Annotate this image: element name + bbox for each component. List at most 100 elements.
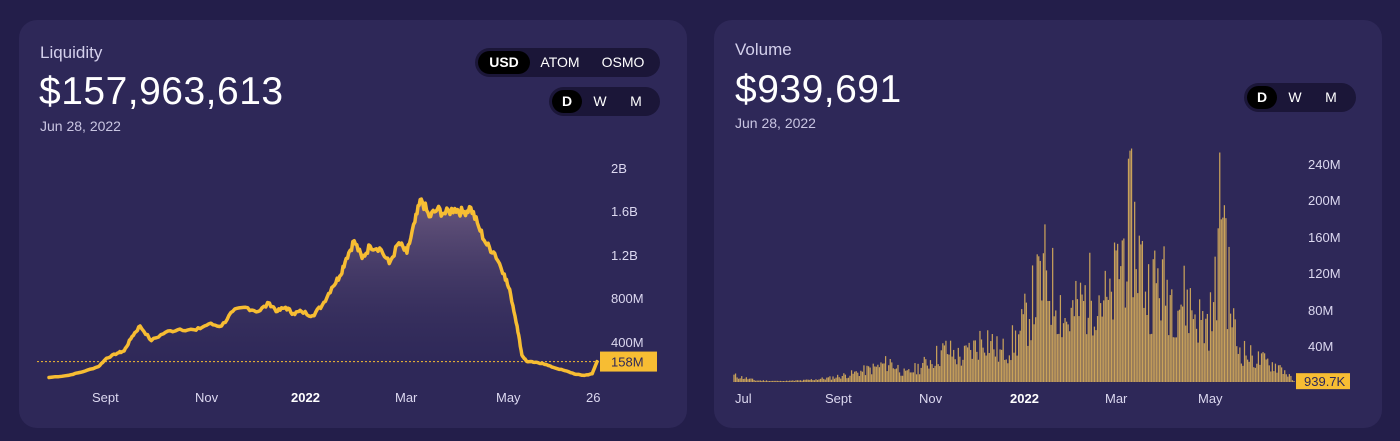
currency-osmo-button[interactable]: OSMO bbox=[601, 54, 645, 70]
volume-bar bbox=[1084, 285, 1086, 382]
volume-bar bbox=[900, 375, 902, 382]
volume-bar bbox=[1050, 324, 1052, 382]
currency-atom-button[interactable]: ATOM bbox=[540, 54, 580, 70]
liquidity-range-month-button[interactable]: M bbox=[630, 93, 642, 109]
volume-bar bbox=[1113, 242, 1116, 382]
volume-bar bbox=[1226, 329, 1229, 382]
volume-bar bbox=[953, 349, 955, 382]
volume-bar bbox=[744, 378, 746, 382]
volume-bar bbox=[1130, 148, 1133, 382]
volume-bar bbox=[801, 380, 803, 382]
volume-bar bbox=[833, 378, 836, 382]
volume-bar bbox=[1279, 365, 1281, 382]
volume-bar bbox=[820, 378, 822, 382]
volume-bar bbox=[847, 377, 850, 382]
volume-bar bbox=[917, 363, 919, 382]
volume-bar bbox=[815, 379, 817, 382]
volume-bar bbox=[1257, 351, 1260, 382]
volume-bar bbox=[869, 367, 871, 382]
liquidity-current-value-marker bbox=[600, 351, 657, 372]
liquidity-chart: 158M 400M 800M 1.2B 1.6B 2B Sept Nov 202… bbox=[37, 161, 657, 405]
volume-bar bbox=[1164, 305, 1167, 382]
liquidity-range-week-button[interactable]: W bbox=[593, 93, 607, 109]
volume-bar bbox=[759, 380, 761, 382]
volume-bar bbox=[782, 381, 785, 382]
volume-bar bbox=[1199, 299, 1201, 382]
volume-bar bbox=[908, 369, 910, 382]
volume-bar bbox=[1208, 350, 1210, 382]
liquidity-panel: Liquidity $157,963,613 Jun 28, 2022 USD … bbox=[19, 20, 687, 428]
volume-bar bbox=[1200, 319, 1202, 382]
volume-bar bbox=[943, 345, 946, 382]
volume-bar bbox=[1260, 353, 1263, 382]
volume-range-month-button[interactable]: M bbox=[1325, 89, 1337, 105]
volume-y-tick: 80M bbox=[1308, 303, 1333, 318]
volume-bar bbox=[844, 374, 846, 382]
volume-bar bbox=[1059, 295, 1062, 382]
volume-x-tick: May bbox=[1198, 391, 1223, 406]
liquidity-x-tick: 26 bbox=[586, 390, 600, 405]
volume-range-week-button[interactable]: W bbox=[1288, 89, 1302, 105]
volume-bar bbox=[996, 336, 998, 382]
volume-bar bbox=[1166, 279, 1168, 382]
volume-bar bbox=[968, 342, 970, 382]
volume-bar bbox=[1018, 334, 1020, 382]
volume-bar bbox=[1024, 293, 1026, 382]
volume-bar bbox=[1109, 278, 1111, 382]
volume-bar bbox=[898, 372, 901, 382]
volume-bar bbox=[1093, 326, 1096, 382]
volume-bar bbox=[1242, 365, 1244, 382]
volume-bar bbox=[1274, 363, 1277, 382]
volume-bar bbox=[1035, 317, 1037, 382]
volume-bar bbox=[765, 380, 768, 382]
volume-bar bbox=[906, 370, 908, 382]
volume-bar bbox=[747, 379, 749, 382]
volume-bar bbox=[936, 345, 938, 382]
volume-bar bbox=[1044, 224, 1046, 382]
volume-bar bbox=[1231, 327, 1233, 382]
volume-bar bbox=[798, 380, 800, 382]
volume-bar bbox=[739, 378, 741, 382]
volume-bar bbox=[863, 365, 865, 382]
volume-bar bbox=[983, 352, 986, 382]
volume-bar bbox=[823, 378, 825, 382]
volume-bar bbox=[1262, 352, 1264, 382]
volume-bar bbox=[1110, 291, 1113, 382]
volume-bar bbox=[1041, 300, 1043, 382]
volume-bar bbox=[821, 377, 823, 382]
volume-bar bbox=[738, 378, 740, 382]
volume-bar bbox=[1240, 363, 1243, 382]
volume-bar bbox=[1287, 376, 1289, 382]
volume-bar bbox=[1007, 363, 1009, 382]
currency-usd-button[interactable]: USD bbox=[478, 51, 530, 74]
volume-bar bbox=[750, 378, 752, 382]
volume-range-day-button[interactable]: D bbox=[1247, 86, 1277, 109]
volume-bar bbox=[1073, 316, 1075, 382]
volume-bar bbox=[785, 380, 788, 382]
volume-bar bbox=[1291, 380, 1294, 382]
volume-bar bbox=[1036, 254, 1038, 382]
volume-bar bbox=[1253, 367, 1255, 382]
volume-bar bbox=[1013, 352, 1015, 382]
volume-bar bbox=[855, 371, 857, 382]
volume-bar bbox=[764, 381, 766, 382]
volume-bar bbox=[1121, 240, 1123, 382]
volume-bar bbox=[1090, 300, 1092, 382]
volume-bar bbox=[1025, 302, 1027, 382]
volume-chart: 939.7K 40M 80M 120M 160M 200M 240M Jul S… bbox=[733, 148, 1350, 406]
volume-bar bbox=[1180, 304, 1182, 382]
volume-bar bbox=[1100, 303, 1102, 382]
volume-bar bbox=[734, 373, 737, 382]
volume-bar bbox=[784, 381, 786, 382]
volume-bar bbox=[1288, 374, 1290, 382]
volume-bar bbox=[929, 360, 932, 382]
volume-bar bbox=[889, 359, 891, 382]
volume-bar bbox=[1191, 310, 1193, 382]
liquidity-range-day-button[interactable]: D bbox=[552, 90, 582, 113]
volume-bar bbox=[751, 378, 754, 382]
volume-bar bbox=[985, 355, 987, 382]
volume-bar bbox=[1011, 325, 1014, 382]
volume-bar bbox=[1062, 323, 1065, 382]
volume-bar bbox=[884, 356, 887, 382]
volume-bar bbox=[1259, 364, 1261, 382]
